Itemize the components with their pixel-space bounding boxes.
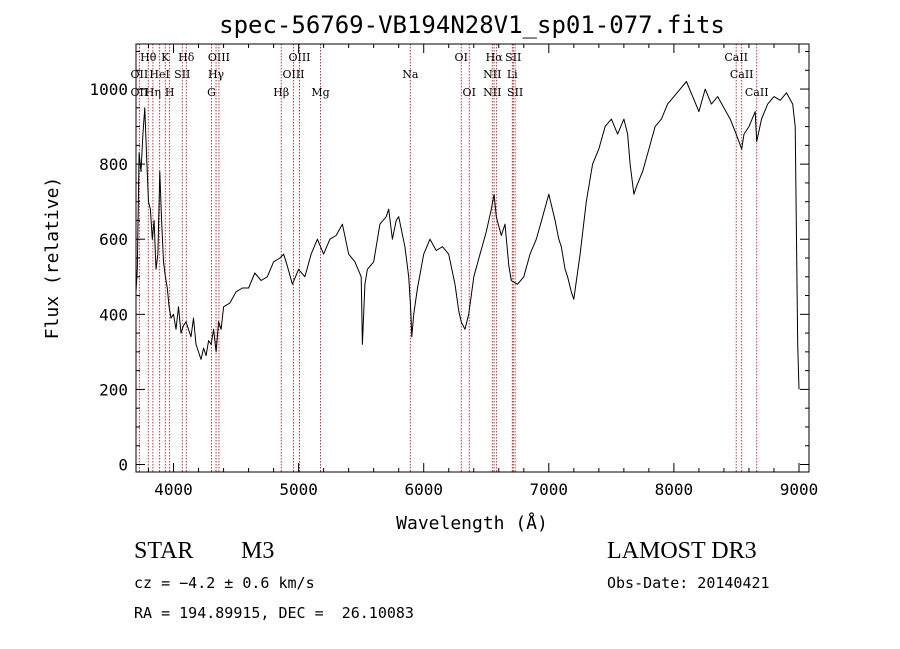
line-label-10: Hγ xyxy=(208,68,225,81)
object-class: STAR xyxy=(134,538,194,564)
y-tick-label-0: 0 xyxy=(118,455,128,474)
line-label-21: Hα xyxy=(486,51,504,64)
line-label-8: Hδ xyxy=(178,51,195,64)
line-label-2: Hθ xyxy=(140,51,157,64)
chart-title: spec-56769-VB194N28V1_sp01-077.fits xyxy=(219,11,725,39)
x-tick-label-0: 4000 xyxy=(154,480,193,499)
y-tick-label-1: 200 xyxy=(99,380,128,399)
line-label-16: Na xyxy=(402,68,419,81)
spectrum-series-0 xyxy=(135,81,800,390)
line-label-5: K xyxy=(161,51,170,64)
line-label-11: OIII xyxy=(208,51,230,64)
plot-frame xyxy=(135,43,810,473)
x-tick-label-2: 6000 xyxy=(404,480,443,499)
line-label-12: Hβ xyxy=(273,86,289,99)
coordinates: RA = 194.89915, DEC = 26.10083 xyxy=(134,604,414,622)
line-label-3: Hη xyxy=(145,86,161,99)
line-label-18: OI xyxy=(463,86,476,99)
line-label-6: H xyxy=(165,86,175,99)
observation-date: Obs-Date: 20140421 xyxy=(607,574,770,592)
line-label-17: OI xyxy=(455,51,468,64)
series-layer xyxy=(135,81,800,390)
y-tick-label-5: 1000 xyxy=(89,80,128,99)
line-label-23: Li xyxy=(507,68,518,81)
line-label-14: OIII xyxy=(288,51,310,64)
line-label-4: HeI xyxy=(149,68,169,81)
line-label-9: G xyxy=(207,86,216,99)
y-tick-label-2: 400 xyxy=(99,305,128,324)
line-label-20: NII xyxy=(483,86,501,99)
line-label-24: SII xyxy=(507,86,523,99)
x-tick-label-5: 9000 xyxy=(780,480,819,499)
line-label-26: CaII xyxy=(730,68,754,81)
line-label-7: SII xyxy=(174,68,190,81)
axis-ticks: 4000 5000 6000 7000 8000 9000 0 200 400 600 800 100… xyxy=(89,44,818,499)
y-tick-label-4: 800 xyxy=(99,155,128,174)
line-label-22: SII xyxy=(505,51,521,64)
y-tick-label-3: 600 xyxy=(99,230,128,249)
x-tick-label-4: 8000 xyxy=(655,480,694,499)
line-labels: OIIOIIHθHηHeIKHSIIHδGHγOIIIHβOIIIOIIIMgN… xyxy=(131,51,769,99)
line-label-27: CaII xyxy=(745,86,769,99)
line-label-0: OII xyxy=(131,68,149,81)
survey-name: LAMOST DR3 xyxy=(607,538,757,564)
x-tick-label-3: 7000 xyxy=(530,480,569,499)
y-axis-label: Flux (relative) xyxy=(42,177,63,340)
line-label-13: OIII xyxy=(282,68,304,81)
x-tick-label-1: 5000 xyxy=(279,480,318,499)
redshift-cz: cz = −4.2 ± 0.6 km/s xyxy=(134,574,315,592)
line-label-25: CaII xyxy=(724,51,748,64)
line-label-19: NII xyxy=(483,68,501,81)
line-label-15: Mg xyxy=(311,86,329,99)
line-markers xyxy=(138,44,758,472)
x-axis-label: Wavelength (Å) xyxy=(396,512,548,534)
spectral-subclass: M3 xyxy=(241,538,275,564)
